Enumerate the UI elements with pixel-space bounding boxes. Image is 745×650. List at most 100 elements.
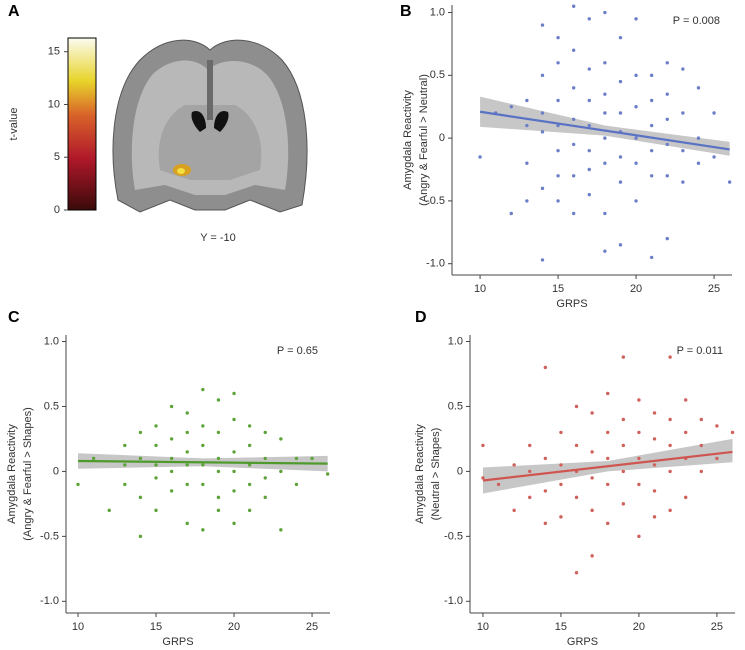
data-point: [665, 117, 669, 121]
data-point: [696, 86, 701, 90]
x-tick-label: 15: [150, 621, 162, 633]
data-point: [634, 73, 638, 78]
x-tick-label: 25: [306, 621, 318, 633]
data-point: [699, 443, 704, 448]
data-point: [107, 508, 111, 513]
data-point: [481, 476, 485, 480]
data-point: [571, 211, 576, 216]
data-point: [201, 482, 205, 487]
p-value: P = 0.65: [277, 345, 318, 357]
data-point: [543, 489, 548, 493]
y-tick-label: 0: [439, 132, 445, 144]
data-point: [603, 92, 607, 96]
data-point: [232, 469, 236, 474]
data-point: [618, 111, 623, 115]
x-tick-label: 15: [555, 621, 567, 633]
x-axis-label: GRPS: [567, 636, 598, 648]
data-point: [618, 243, 623, 247]
data-point: [478, 155, 482, 159]
data-point: [123, 463, 127, 467]
x-tick-label: 25: [711, 621, 723, 633]
data-point: [618, 155, 623, 159]
data-point: [123, 443, 127, 448]
y-tick-label: 1.0: [448, 335, 463, 347]
data-point: [556, 35, 560, 40]
y-tick-label: 0.5: [44, 400, 59, 412]
data-point: [606, 456, 610, 461]
data-point: [525, 199, 529, 203]
data-point: [512, 463, 516, 467]
data-point: [540, 130, 545, 134]
data-point: [528, 443, 532, 448]
data-point: [559, 430, 563, 435]
data-point: [715, 424, 719, 428]
p-value: P = 0.011: [677, 345, 723, 357]
data-point: [232, 391, 236, 396]
data-point: [247, 482, 252, 487]
data-point: [618, 79, 623, 84]
data-point: [559, 463, 563, 467]
data-point: [556, 199, 560, 203]
y-axis-label: Amygdala Reactivity: [414, 424, 426, 524]
p-value: P = 0.008: [673, 15, 720, 27]
data-point: [637, 456, 641, 461]
data-point: [606, 482, 610, 487]
data-point: [543, 521, 548, 526]
data-point: [169, 404, 174, 409]
colorbar-label: t-value: [8, 107, 20, 140]
y-tick-label: -0.5: [426, 195, 445, 207]
data-point: [590, 508, 594, 513]
panel-letter: C: [8, 309, 20, 326]
data-point: [712, 155, 716, 159]
x-tick-label: 20: [630, 283, 642, 295]
data-point: [247, 424, 252, 428]
data-point: [201, 387, 205, 392]
data-point: [154, 443, 158, 448]
data-point: [216, 430, 221, 435]
data-point: [621, 443, 626, 448]
data-point: [263, 476, 267, 480]
data-point: [571, 174, 576, 178]
data-point: [652, 515, 657, 519]
data-point: [590, 411, 594, 415]
data-point: [665, 174, 669, 178]
data-point: [571, 4, 576, 8]
data-point: [509, 105, 513, 109]
data-point: [571, 48, 576, 52]
data-point: [637, 398, 641, 402]
data-point: [509, 211, 513, 216]
data-point: [730, 430, 735, 435]
x-tick-label: 10: [477, 621, 489, 633]
data-point: [528, 469, 532, 474]
data-point: [587, 67, 591, 71]
y-axis-label: (Neutral > Shapes): [430, 428, 442, 521]
data-point: [154, 508, 158, 513]
data-point: [169, 489, 174, 493]
data-point: [652, 489, 657, 493]
data-point: [556, 61, 560, 65]
data-point: [138, 430, 143, 435]
data-point: [649, 255, 654, 260]
data-point: [138, 456, 143, 461]
data-point: [525, 161, 529, 165]
data-point: [185, 411, 189, 415]
data-point: [696, 161, 701, 165]
y-tick-label: 1.0: [430, 6, 445, 18]
data-point: [590, 450, 594, 454]
colorbar: [67, 37, 97, 211]
data-point: [496, 482, 501, 487]
data-point: [540, 73, 545, 78]
y-tick-label: -0.5: [444, 530, 463, 542]
data-point: [556, 98, 560, 103]
data-point: [649, 148, 654, 153]
data-point: [587, 192, 591, 197]
data-point: [621, 502, 626, 506]
data-point: [185, 482, 189, 487]
tick-label: 0: [54, 204, 60, 216]
data-point: [574, 571, 579, 575]
data-point: [91, 456, 96, 461]
tick-label: 5: [54, 151, 60, 163]
data-point: [138, 495, 143, 500]
y-axis-label: (Angry & Fearful > Shapes): [22, 407, 34, 541]
